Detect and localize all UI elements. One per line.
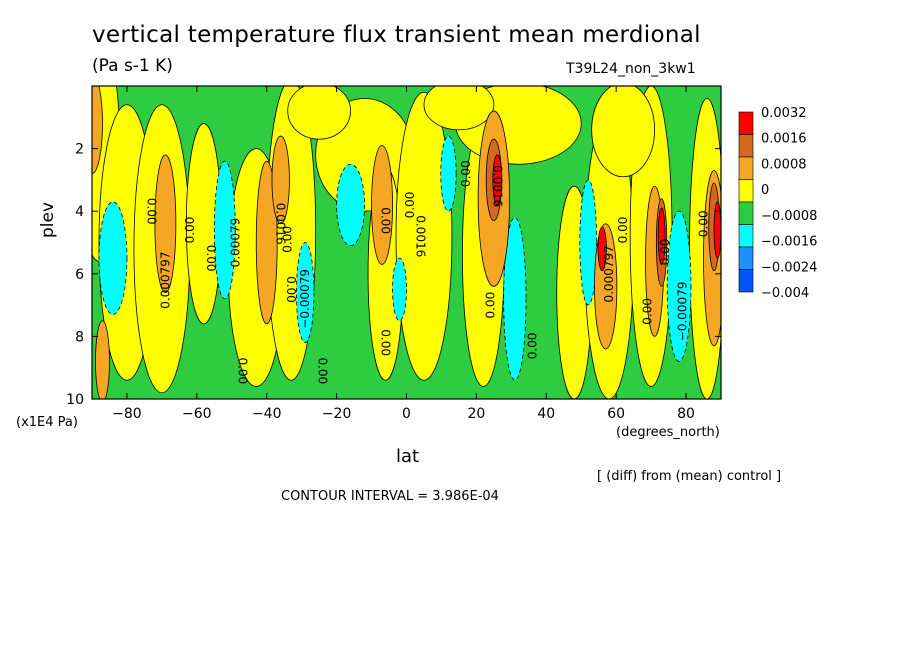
field-region-30 xyxy=(271,135,290,225)
field-region-24 xyxy=(579,179,597,306)
legend-label-4: −0.0008 xyxy=(761,209,817,224)
contour-label-2: 0.00 xyxy=(183,217,197,244)
field-region-23 xyxy=(503,217,527,381)
legend-label-6: −0.0024 xyxy=(761,260,817,275)
y-tick-label-2: 6 xyxy=(75,267,84,283)
contour-label-0: 0.00 xyxy=(144,198,158,225)
y-axis-label: plev xyxy=(38,201,58,238)
y-tick-label-3: 8 xyxy=(75,329,84,345)
legend-swatch-0 xyxy=(738,111,754,135)
contour-label-8: 0.00 xyxy=(284,276,298,303)
x-tick-label-6: 40 xyxy=(537,406,555,422)
contour-label-22: 0.00 xyxy=(658,239,672,266)
contour-interval: CONTOUR INTERVAL = 3.986E-04 xyxy=(281,489,499,504)
field-region-17 xyxy=(591,86,655,178)
x-tick-label-2: −40 xyxy=(252,406,282,422)
x-tick-label-4: 0 xyxy=(402,406,411,422)
x-axis-units: (degrees_north) xyxy=(616,425,720,440)
contour-label-10: 0.00 xyxy=(316,357,330,384)
field-region-18 xyxy=(98,201,128,315)
x-axis-label: lat xyxy=(396,446,420,467)
legend-label-3: 0 xyxy=(761,183,769,198)
contour-label-9: −0.00079 xyxy=(298,269,312,329)
x-tick-label-1: −60 xyxy=(182,406,212,422)
field-region-40 xyxy=(492,154,503,206)
legend-label-1: 0.0016 xyxy=(761,132,807,147)
contour-label-3: 0.00 xyxy=(204,245,218,272)
legend-swatch-5 xyxy=(738,224,754,248)
legend-swatch-1 xyxy=(738,134,754,158)
x-tick-label-7: 60 xyxy=(607,406,625,422)
color-legend: 0.0032 0.0016 0.0008 0 −0.0008 −0.0016 −0.0024… xyxy=(738,106,817,301)
experiment-name: T39L24_non_3kw1 xyxy=(566,61,696,77)
field-region-42 xyxy=(657,207,666,265)
legend-label-5: −0.0016 xyxy=(761,235,817,250)
y-tick-label-1: 4 xyxy=(75,204,84,220)
contour-label-6: 0.0016 xyxy=(274,203,288,245)
legend-swatch-6 xyxy=(738,246,754,270)
legend-swatch-7 xyxy=(738,269,754,293)
x-tick-label-5: 20 xyxy=(467,406,485,422)
y-axis-units: (x1E4 Pa) xyxy=(16,415,78,430)
field-region-20 xyxy=(296,242,315,344)
field-region-26 xyxy=(392,257,407,322)
contour-label-5: 0.00 xyxy=(235,357,249,384)
field-region-29 xyxy=(255,160,278,325)
legend-label-7: −0.004 xyxy=(761,286,809,301)
contour-label-16: 0.0016 xyxy=(490,165,504,207)
field-region-22 xyxy=(440,135,457,212)
field-region-31 xyxy=(371,145,393,265)
contour-label-20: 0.00 xyxy=(616,217,630,244)
field-region-15 xyxy=(287,86,351,140)
contour-label-13: 0.00 xyxy=(403,192,417,219)
contour-label-19: 0.000797 xyxy=(602,245,616,302)
contour-label-24: 0.00 xyxy=(697,210,711,237)
legend-swatch-3 xyxy=(738,179,754,203)
contour-label-23: −0.00079 xyxy=(676,282,690,342)
contour-label-18: 0.00 xyxy=(525,332,539,359)
field-region-21 xyxy=(336,163,365,247)
shaded-fields xyxy=(92,86,721,399)
legend-label-0: 0.0032 xyxy=(761,106,807,121)
field-region-25 xyxy=(666,210,692,362)
diff-annotation: [ (diff) from (mean) control ] xyxy=(597,469,782,484)
y-tick-label-4: 10 xyxy=(66,392,84,408)
y-tick-label-0: 2 xyxy=(75,142,84,158)
contour-label-21: 0.00 xyxy=(641,298,655,325)
field-region-19 xyxy=(213,160,236,300)
chart-title: vertical temperature flux transient mean… xyxy=(92,22,701,48)
contour-label-7: 0.00 xyxy=(281,226,295,253)
contour-label-1: 0.000797 xyxy=(158,251,172,308)
contour-label-17: 0.00 xyxy=(483,292,497,319)
field-region-8 xyxy=(395,91,453,381)
field-region-43 xyxy=(713,201,721,259)
legend-swatch-2 xyxy=(738,156,754,180)
field-region-27 xyxy=(92,86,103,175)
x-tick-label-3: −20 xyxy=(322,406,352,422)
contour-label-12: 0.00 xyxy=(379,329,393,356)
legend-label-2: 0.0008 xyxy=(761,157,807,172)
x-tick-label-0: −80 xyxy=(112,406,142,422)
x-tick-label-8: 80 xyxy=(677,406,695,422)
contour-label-4: 0.00079 xyxy=(228,218,242,268)
field-region-36 xyxy=(95,320,110,399)
contour-label-15: 0.00 xyxy=(459,160,473,187)
x-axis: −80 −60 −40 −20 0 20 40 60 80 xyxy=(112,86,695,422)
field-region-28 xyxy=(154,154,177,293)
field-region-41 xyxy=(597,226,607,272)
contour-label-14: 0.0016 xyxy=(413,215,427,257)
field-region-16 xyxy=(423,86,495,131)
contour-label-11: 0.00 xyxy=(379,207,393,234)
chart-units: (Pa s-1 K) xyxy=(92,56,173,76)
legend-swatch-4 xyxy=(738,201,754,225)
y-axis: 2 4 6 8 10 xyxy=(66,142,721,408)
